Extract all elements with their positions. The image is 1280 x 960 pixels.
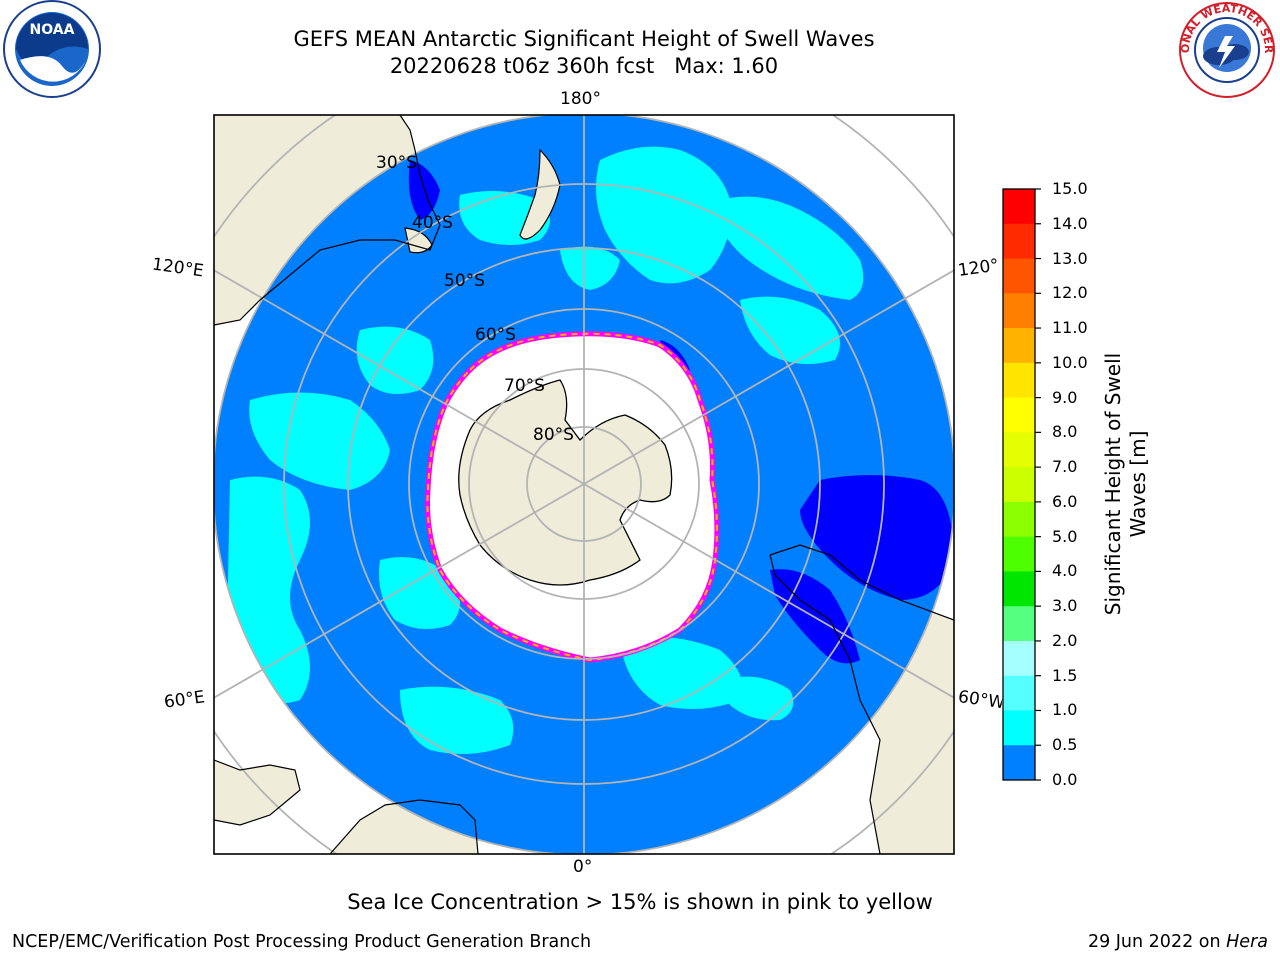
colorbar-tick-label: 12.0 — [1052, 283, 1088, 303]
colorbar-tick-label: 1.5 — [1052, 665, 1078, 685]
colorbar-tick-label: 7.0 — [1052, 457, 1078, 477]
lat-label-30s: 30°S — [376, 153, 417, 173]
footer-credit: NCEP/EMC/Verification Post Processing Pr… — [12, 932, 592, 952]
colorbar-tick-label: 4.0 — [1052, 561, 1078, 581]
lat-label-40s: 40°S — [412, 213, 453, 233]
colorbar-tick-label: 8.0 — [1052, 422, 1078, 442]
antarctica — [458, 379, 673, 586]
colorbar-tick-label: 0.0 — [1052, 770, 1078, 789]
colorbar-tick-label: 15.0 — [1052, 179, 1088, 198]
nws-logo: NATIONAL WEATHER SERVICE — [1175, 0, 1275, 98]
footer-date: 29 Jun 2022 on Hera — [1088, 932, 1268, 952]
graticule — [214, 115, 954, 854]
lat-label-50s: 50°S — [444, 271, 485, 291]
colorbar-tick-label: 3.0 — [1052, 596, 1078, 616]
map-border — [213, 114, 955, 855]
colorbar-tick-label: 5.0 — [1052, 526, 1078, 546]
colorbar-tick-label: 6.0 — [1052, 491, 1078, 511]
lat-label-80s: 80°S — [533, 425, 574, 445]
lon-label-top: 180° — [560, 89, 601, 109]
title-line-1: GEFS MEAN Antarctic Significant Height o… — [293, 27, 875, 51]
chart-title: GEFS MEAN Antarctic Significant Height o… — [234, 26, 934, 80]
new-zealand — [519, 148, 561, 240]
title-line-2: 20220628 t06z 360h fcst Max: 1.60 — [389, 54, 779, 78]
lat-label-60s: 60°S — [475, 325, 516, 345]
colorbar-tick-label: 11.0 — [1052, 318, 1088, 338]
lat-label-70s: 70°S — [504, 376, 545, 396]
noaa-logo-text: NOAA — [30, 22, 75, 38]
colorbar-label-line-2: Waves [m] — [1126, 430, 1150, 538]
colorbar-tick-label: 9.0 — [1052, 387, 1078, 407]
colorbar-tick-label: 2.0 — [1052, 630, 1078, 650]
noaa-logo: NOAA — [3, 0, 101, 98]
colorbar-tick-label: 13.0 — [1052, 248, 1088, 268]
sea-ice-caption: Sea Ice Concentration > 15% is shown in … — [0, 890, 1280, 914]
footer-date-text: 29 Jun 2022 on — [1087, 932, 1227, 952]
colorbar-label-line-1: Significant Height of Swell — [1101, 352, 1125, 616]
sea-ice-caption-text: Sea Ice Concentration > 15% is shown in … — [347, 890, 933, 914]
lon-label-bottom: 0° — [573, 857, 593, 877]
colorbar-tick-label: 0.5 — [1052, 735, 1078, 755]
footer-machine: Hera — [1226, 932, 1268, 952]
colorbar-tick-label: 10.0 — [1052, 352, 1088, 372]
colorbar-tick-label: 1.0 — [1052, 700, 1078, 720]
colorbar-tick-label: 14.0 — [1052, 213, 1088, 233]
colorbar-label: Significant Height of Swell Waves [m] — [1101, 324, 1151, 644]
